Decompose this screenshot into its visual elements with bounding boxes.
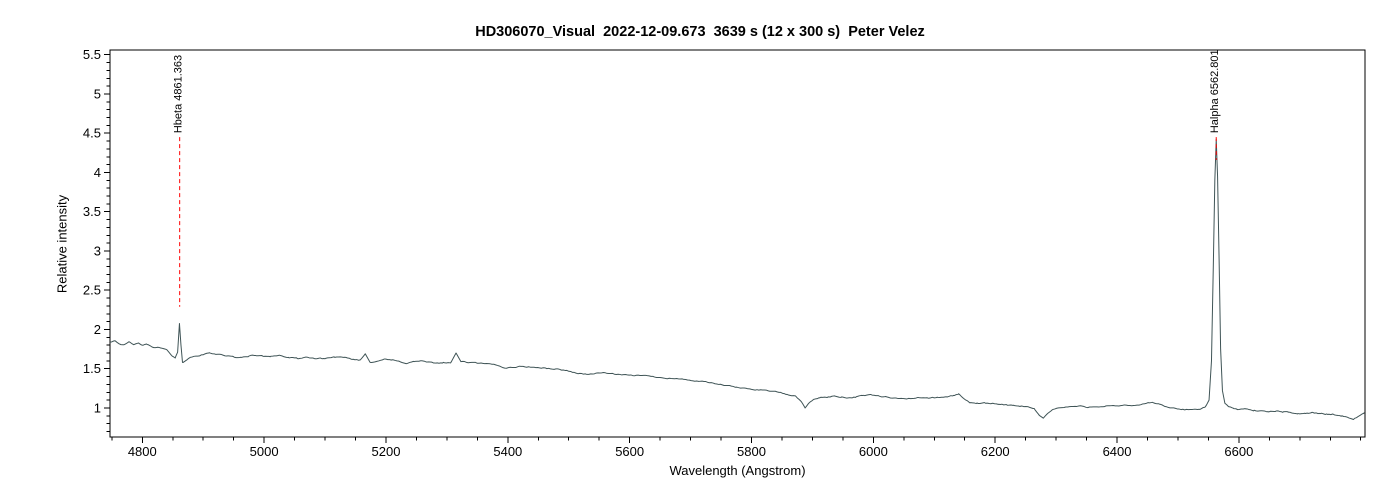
annotation-label: Halpha 6562.801 (1209, 49, 1221, 133)
line-annotations: Hbeta 4861.363 Halpha 6562.801 (173, 49, 1221, 307)
y-tick-label: 2.5 (83, 283, 101, 298)
y-tick-label: 4.5 (83, 126, 101, 141)
y-tick-label: 3.5 (83, 204, 101, 219)
x-tick-label: 5200 (372, 444, 401, 459)
x-tick-label: 5400 (493, 444, 522, 459)
x-tick-label: 5600 (615, 444, 644, 459)
chart-title: HD306070_Visual 2022-12-09.673 3639 s (1… (475, 24, 925, 40)
x-tick-label: 6200 (981, 444, 1010, 459)
axis-tick-labels: 4800 5000 5200 5400 5600 5800 6000 6200 6400 6600… (83, 47, 1253, 459)
y-tick-label: 4 (94, 165, 101, 180)
plot-frame (109, 49, 1366, 438)
y-tick-label: 3 (94, 243, 101, 258)
y-tick-label: 1 (94, 400, 101, 415)
y-tick-label: 5 (94, 86, 101, 101)
x-tick-label: 6400 (1103, 444, 1132, 459)
x-axis-title: Wavelength (Angstrom) (669, 463, 806, 478)
x-tick-label: 6000 (859, 444, 888, 459)
spectrum-trace (109, 138, 1365, 421)
annotation-label: Hbeta 4861.363 (173, 55, 185, 133)
y-tick-label: 5.5 (83, 47, 101, 62)
x-tick-label: 4800 (128, 444, 157, 459)
y-tick-label: 1.5 (83, 361, 101, 376)
y-axis-title: Relative intensity (54, 194, 70, 294)
frame-box (109, 49, 1366, 438)
axis-ticks (104, 54, 1362, 443)
spectrum-line (109, 138, 1365, 421)
x-tick-label: 5800 (737, 444, 766, 459)
x-tick-label: 5000 (250, 444, 279, 459)
x-tick-label: 6600 (1224, 444, 1253, 459)
y-tick-label: 2 (94, 322, 101, 337)
